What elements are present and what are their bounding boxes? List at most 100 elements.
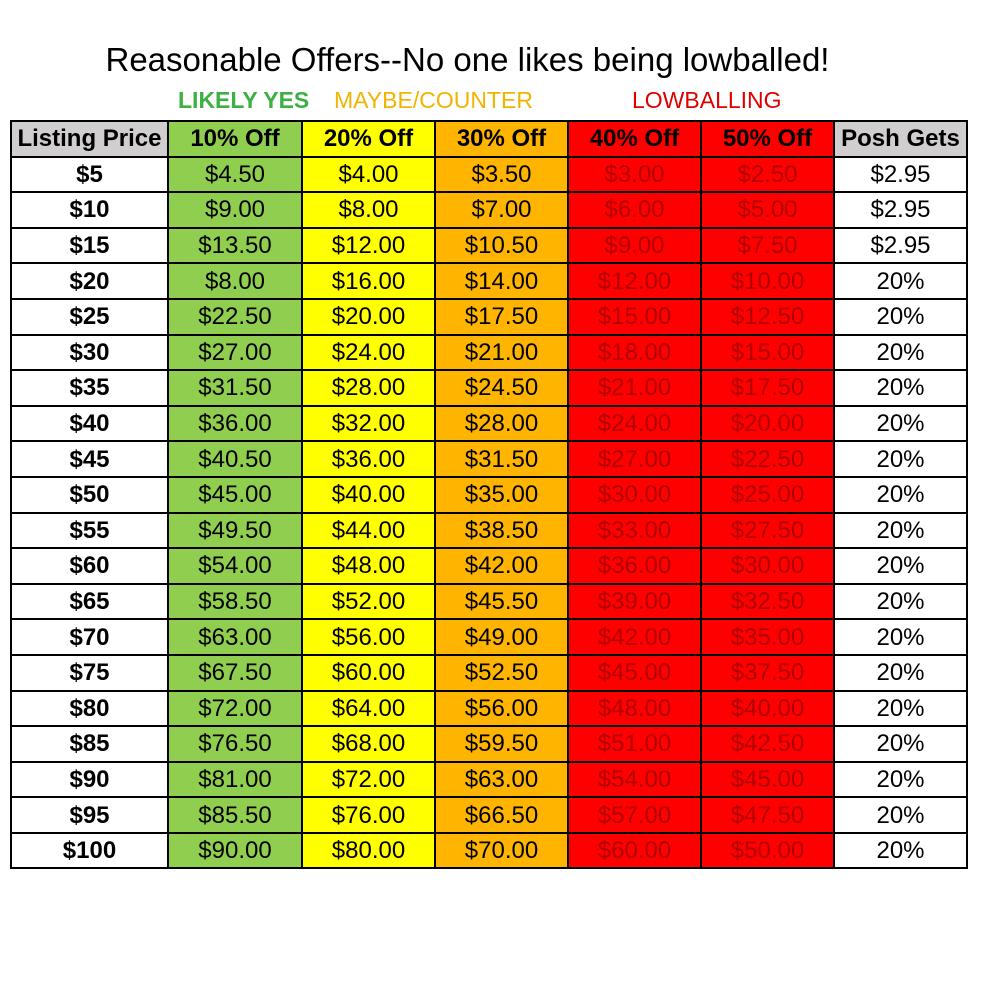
cell-listing-price: $5 (10, 155, 169, 194)
cell-listing-price: $20 (10, 262, 169, 300)
cell-50-off: $35.00 (700, 618, 835, 656)
cell-listing-price: $30 (10, 333, 169, 372)
cell-50-off: $15.00 (700, 333, 835, 372)
cell-30-off: $35.00 (434, 475, 569, 514)
cell-20-off: $28.00 (301, 369, 436, 407)
cell-10-off: $58.50 (167, 582, 303, 621)
cell-30-off: $45.50 (434, 582, 569, 621)
cell-10-off: $36.00 (167, 404, 303, 443)
cell-10-off: $27.00 (167, 333, 303, 372)
cell-40-off: $18.00 (567, 333, 702, 372)
cell-20-off: $64.00 (301, 689, 436, 728)
cell-20-off: $44.00 (301, 511, 436, 550)
cell-30-off: $28.00 (434, 404, 569, 443)
table-row: $15 $13.50 $12.00 $10.50 $9.00 $7.50 $2.95 (10, 226, 968, 265)
cell-listing-price: $100 (10, 831, 169, 870)
cell-posh-gets: 20% (833, 369, 968, 407)
cell-40-off: $27.00 (567, 440, 702, 478)
cell-posh-gets: 20% (833, 262, 968, 300)
cell-listing-price: $75 (10, 653, 169, 692)
cell-50-off: $30.00 (700, 547, 835, 585)
cell-20-off: $76.00 (301, 796, 436, 834)
cell-20-off: $24.00 (301, 333, 436, 372)
cell-40-off: $42.00 (567, 618, 702, 656)
cell-40-off: $9.00 (567, 226, 702, 265)
cell-listing-price: $35 (10, 369, 169, 407)
table-row: $25 $22.50 $20.00 $17.50 $15.00 $12.50 20% (10, 297, 968, 336)
table-row: $55 $49.50 $44.00 $38.50 $33.00 $27.50 20% (10, 511, 968, 550)
cell-posh-gets: 20% (833, 333, 968, 372)
legend-likely-yes: LIKELY YES (178, 87, 310, 113)
cell-20-off: $48.00 (301, 547, 436, 585)
cell-10-off: $72.00 (167, 689, 303, 728)
cell-listing-price: $45 (10, 440, 169, 478)
legend-lowballing: LOWBALLING (632, 87, 782, 113)
table-row: $100 $90.00 $80.00 $70.00 $60.00 $50.00 20% (10, 831, 968, 870)
cell-listing-price: $90 (10, 760, 169, 799)
offers-table-body: $5 $4.50 $4.00 $3.50 $3.00 $2.50 $2.95 $10 $9.00… (10, 155, 968, 870)
cell-listing-price: $80 (10, 689, 169, 728)
header-30-off: 30% Off (434, 120, 569, 158)
cell-40-off: $12.00 (567, 262, 702, 300)
table-row: $10 $9.00 $8.00 $7.00 $6.00 $5.00 $2.95 (10, 191, 968, 229)
cell-40-off: $45.00 (567, 653, 702, 692)
header-50-off: 50% Off (700, 120, 835, 158)
table-row: $30 $27.00 $24.00 $21.00 $18.00 $15.00 20% (10, 333, 968, 372)
header-20-off: 20% Off (301, 120, 436, 158)
cell-50-off: $20.00 (700, 404, 835, 443)
cell-listing-price: $50 (10, 475, 169, 514)
cell-50-off: $2.50 (700, 155, 835, 194)
cell-40-off: $60.00 (567, 831, 702, 870)
cell-posh-gets: 20% (833, 760, 968, 799)
cell-30-off: $52.50 (434, 653, 569, 692)
cell-10-off: $85.50 (167, 796, 303, 834)
cell-30-off: $38.50 (434, 511, 569, 550)
cell-30-off: $49.00 (434, 618, 569, 656)
cell-posh-gets: 20% (833, 831, 968, 870)
cell-50-off: $17.50 (700, 369, 835, 407)
cell-20-off: $40.00 (301, 475, 436, 514)
cell-50-off: $27.50 (700, 511, 835, 550)
header-listing-price: Listing Price (10, 120, 169, 158)
cell-30-off: $17.50 (434, 297, 569, 336)
cell-10-off: $31.50 (167, 369, 303, 407)
cell-30-off: $56.00 (434, 689, 569, 728)
cell-40-off: $33.00 (567, 511, 702, 550)
cell-20-off: $56.00 (301, 618, 436, 656)
cell-20-off: $32.00 (301, 404, 436, 443)
cell-20-off: $12.00 (301, 226, 436, 265)
table-row: $85 $76.50 $68.00 $59.50 $51.00 $42.50 20% (10, 725, 968, 763)
cell-40-off: $30.00 (567, 475, 702, 514)
cell-20-off: $36.00 (301, 440, 436, 478)
cell-30-off: $70.00 (434, 831, 569, 870)
cell-40-off: $36.00 (567, 547, 702, 585)
cell-50-off: $40.00 (700, 689, 835, 728)
cell-40-off: $39.00 (567, 582, 702, 621)
cell-50-off: $42.50 (700, 725, 835, 763)
cell-50-off: $22.50 (700, 440, 835, 478)
table-row: $5 $4.50 $4.00 $3.50 $3.00 $2.50 $2.95 (10, 155, 968, 194)
cell-posh-gets: 20% (833, 440, 968, 478)
cell-posh-gets: 20% (833, 511, 968, 550)
cell-10-off: $9.00 (167, 191, 303, 229)
cell-listing-price: $60 (10, 547, 169, 585)
cell-10-off: $76.50 (167, 725, 303, 763)
cell-30-off: $59.50 (434, 725, 569, 763)
cell-posh-gets: 20% (833, 297, 968, 336)
cell-posh-gets: 20% (833, 547, 968, 585)
cell-50-off: $25.00 (700, 475, 835, 514)
cell-posh-gets: $2.95 (833, 226, 968, 265)
cell-listing-price: $55 (10, 511, 169, 550)
cell-20-off: $8.00 (301, 191, 436, 229)
table-row: $95 $85.50 $76.00 $66.50 $57.00 $47.50 20% (10, 796, 968, 834)
cell-listing-price: $15 (10, 226, 169, 265)
cell-10-off: $13.50 (167, 226, 303, 265)
cell-30-off: $3.50 (434, 155, 569, 194)
cell-posh-gets: $2.95 (833, 191, 968, 229)
cell-10-off: $22.50 (167, 297, 303, 336)
cell-listing-price: $95 (10, 796, 169, 834)
cell-20-off: $60.00 (301, 653, 436, 692)
cell-50-off: $47.50 (700, 796, 835, 834)
cell-10-off: $63.00 (167, 618, 303, 656)
page-title: Reasonable Offers--No one likes being lo… (105, 41, 830, 78)
